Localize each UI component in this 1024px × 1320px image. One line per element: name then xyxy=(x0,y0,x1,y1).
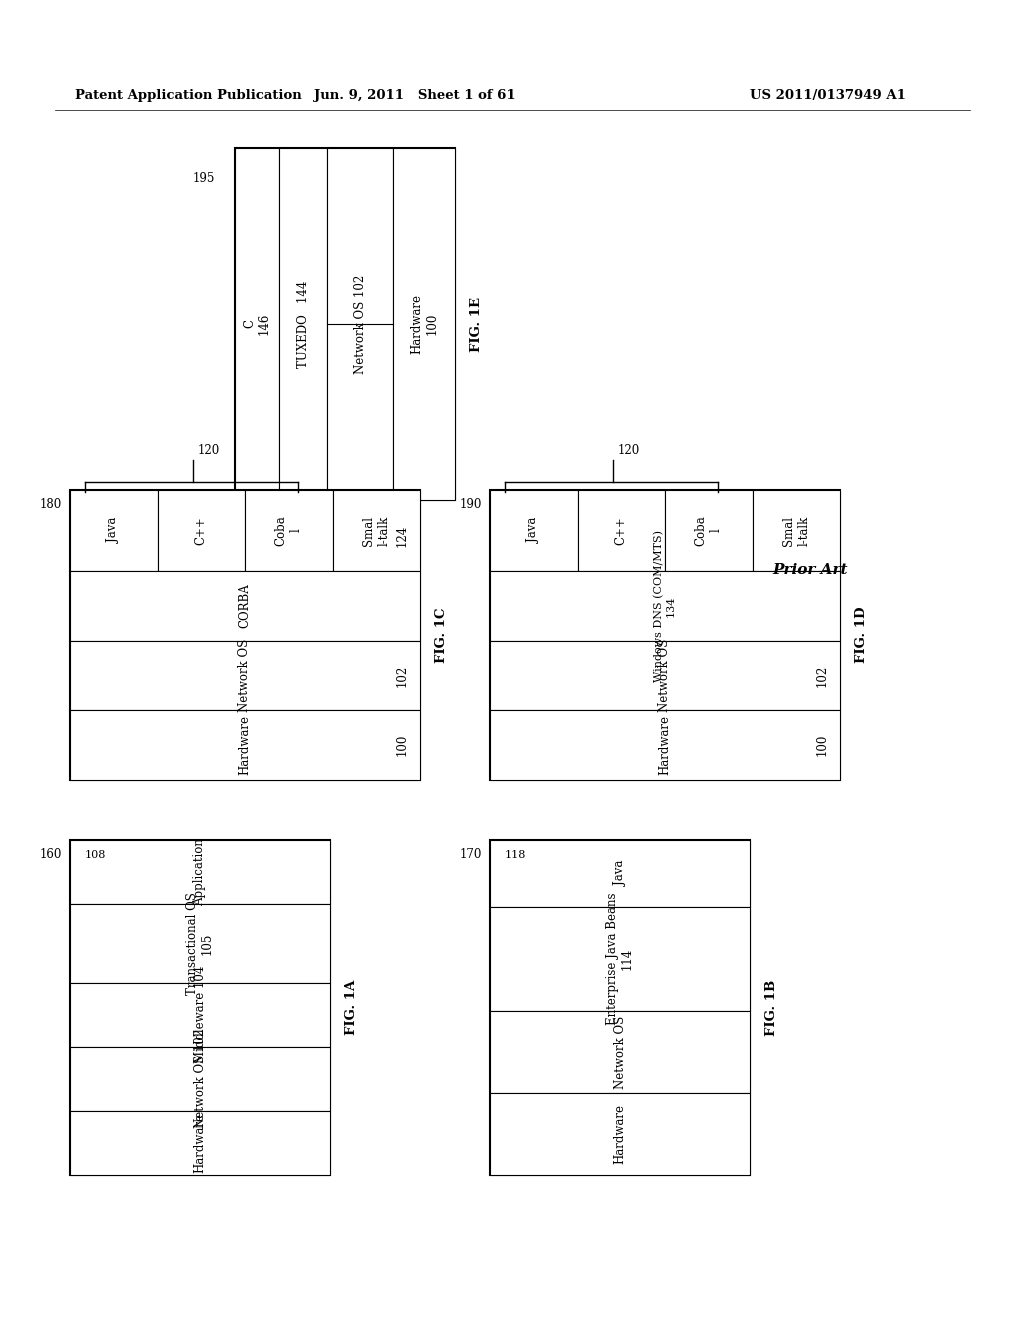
Bar xyxy=(490,1011,750,1093)
Bar xyxy=(333,490,420,572)
Text: Network OS: Network OS xyxy=(658,639,672,713)
Bar xyxy=(753,490,840,572)
Bar xyxy=(490,1093,750,1175)
Text: C++: C++ xyxy=(195,516,208,545)
Text: 100: 100 xyxy=(815,734,828,756)
Bar xyxy=(279,148,328,500)
Text: 118: 118 xyxy=(505,850,526,861)
Bar xyxy=(70,1047,330,1111)
Bar xyxy=(578,490,665,572)
Text: Network OS: Network OS xyxy=(239,639,252,713)
Bar xyxy=(70,840,330,1175)
Bar xyxy=(490,840,750,1175)
Bar xyxy=(70,710,420,780)
Bar xyxy=(70,640,420,710)
Text: Hardware: Hardware xyxy=(194,1113,207,1173)
Text: Enterprise Java Beans
114: Enterprise Java Beans 114 xyxy=(606,892,634,1026)
Bar xyxy=(234,148,279,500)
Bar xyxy=(158,490,245,572)
Text: 120: 120 xyxy=(198,444,220,457)
Text: Smal
l-talk: Smal l-talk xyxy=(782,516,810,545)
Bar xyxy=(70,1111,330,1175)
Bar xyxy=(70,982,330,1047)
Text: Coba
l: Coba l xyxy=(274,515,303,546)
Text: Application: Application xyxy=(194,838,207,906)
Text: Windows DNS (COM/MTS)
134: Windows DNS (COM/MTS) 134 xyxy=(654,531,676,682)
Bar xyxy=(490,490,578,572)
Text: 195: 195 xyxy=(193,172,215,185)
Bar xyxy=(393,148,455,500)
Bar xyxy=(490,640,840,710)
Text: Patent Application Publication: Patent Application Publication xyxy=(75,88,302,102)
Bar xyxy=(490,572,840,640)
Text: Java: Java xyxy=(108,517,120,544)
Text: 108: 108 xyxy=(85,850,106,861)
Text: Network OS 102: Network OS 102 xyxy=(194,1030,207,1129)
Text: Hardware: Hardware xyxy=(658,715,672,775)
Text: 180: 180 xyxy=(40,499,62,511)
Text: Coba
l: Coba l xyxy=(694,515,723,546)
Bar xyxy=(490,490,840,780)
Text: Hardware: Hardware xyxy=(239,715,252,775)
Bar xyxy=(245,490,333,572)
Text: Prior Art: Prior Art xyxy=(772,564,848,577)
Text: C++: C++ xyxy=(614,516,628,545)
Text: 190: 190 xyxy=(460,499,482,511)
Bar xyxy=(70,840,330,904)
Bar xyxy=(234,148,455,500)
Bar xyxy=(70,490,158,572)
Text: 100: 100 xyxy=(395,734,409,756)
Bar xyxy=(490,907,750,1011)
Text: Java: Java xyxy=(527,517,541,544)
Text: Transactional OS
105: Transactional OS 105 xyxy=(186,892,214,995)
Bar xyxy=(490,710,840,780)
Text: Java: Java xyxy=(613,861,627,886)
Text: FIG. 1C: FIG. 1C xyxy=(435,607,449,663)
Bar xyxy=(490,840,750,907)
Text: TUXEDO   144: TUXEDO 144 xyxy=(297,280,309,368)
Text: US 2011/0137949 A1: US 2011/0137949 A1 xyxy=(750,88,906,102)
Text: FIG. 1E: FIG. 1E xyxy=(470,297,483,351)
Text: Network OS 102: Network OS 102 xyxy=(354,275,367,374)
Text: Middleware 104: Middleware 104 xyxy=(194,966,207,1064)
Text: FIG. 1D: FIG. 1D xyxy=(855,607,868,663)
Text: 124: 124 xyxy=(395,524,409,546)
Text: Hardware: Hardware xyxy=(613,1104,627,1164)
Text: 160: 160 xyxy=(40,849,62,862)
Text: FIG. 1A: FIG. 1A xyxy=(345,979,358,1035)
Text: Network OS: Network OS xyxy=(613,1015,627,1089)
Text: Hardware
100: Hardware 100 xyxy=(411,294,438,354)
Bar xyxy=(70,490,420,780)
Bar xyxy=(665,490,753,572)
Text: FIG. 1B: FIG. 1B xyxy=(765,979,778,1036)
Text: 102: 102 xyxy=(815,664,828,686)
Text: CORBA: CORBA xyxy=(239,583,252,628)
Bar xyxy=(70,572,420,640)
Text: 102: 102 xyxy=(395,664,409,686)
Text: Jun. 9, 2011   Sheet 1 of 61: Jun. 9, 2011 Sheet 1 of 61 xyxy=(314,88,516,102)
Text: 170: 170 xyxy=(460,849,482,862)
Text: Smal
l-talk: Smal l-talk xyxy=(362,516,390,545)
Text: 120: 120 xyxy=(617,444,640,457)
Bar xyxy=(328,148,393,500)
Text: C
146: C 146 xyxy=(243,313,271,335)
Bar xyxy=(70,904,330,982)
